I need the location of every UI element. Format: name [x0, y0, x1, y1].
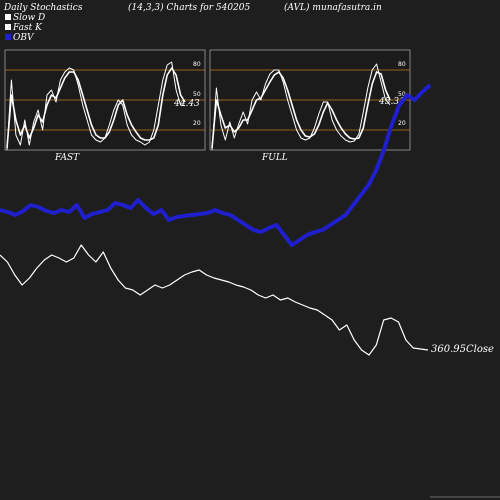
legend-swatch-obv	[5, 34, 11, 40]
legend-swatch-fast-k	[5, 24, 11, 30]
legend: Slow D Fast K OBV	[5, 13, 45, 43]
chart-title: Daily Stochastics	[3, 3, 83, 13]
chart-ticker: (AVL) munafasutra.in	[284, 2, 382, 13]
full-panel-label: FULL	[261, 153, 288, 163]
fast-tick-20: 20	[193, 120, 201, 127]
obv-line	[0, 83, 432, 247]
full-tick-20: 20	[398, 120, 406, 127]
fast-last-value: 44.43	[173, 99, 200, 109]
close-price-line	[0, 244, 429, 356]
fast-slow-d-line	[6, 67, 186, 149]
fast-tick-50: 50	[193, 91, 201, 98]
full-tick-50: 50	[398, 91, 406, 98]
full-last-value: 45.31	[378, 97, 405, 107]
legend-swatch-slow-d	[5, 14, 11, 20]
full-slow-d-line	[211, 71, 391, 149]
fast-fast-k-line	[6, 61, 186, 151]
fast-panel: 80 50 20 44.43	[4, 49, 206, 151]
chart-params: (14,3,3) Charts for 540205	[128, 2, 250, 13]
legend-label-obv: OBV	[13, 33, 35, 43]
full-tick-80: 80	[398, 61, 406, 68]
legend-label-fast-k: Fast K	[12, 23, 43, 33]
full-panel: 80 50 20 45.31	[209, 49, 411, 151]
price-obv-area	[0, 83, 432, 356]
full-fast-k-line	[211, 63, 391, 151]
fast-tick-80: 80	[193, 61, 201, 68]
fast-panel-label: FAST	[54, 153, 80, 163]
legend-label-slow-d: Slow D	[13, 13, 45, 23]
close-price-label: 360.95Close	[431, 344, 494, 355]
